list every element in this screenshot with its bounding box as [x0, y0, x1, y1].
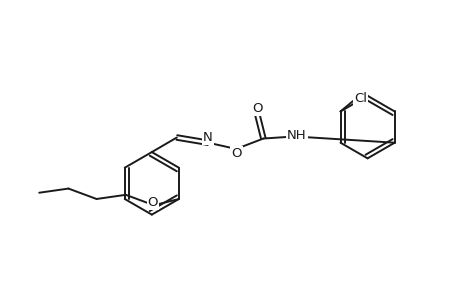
Text: Cl: Cl [353, 92, 366, 105]
Text: N: N [203, 131, 213, 144]
Text: O: O [147, 196, 158, 208]
Text: O: O [230, 147, 241, 160]
Text: O: O [251, 102, 262, 115]
Text: NH: NH [286, 129, 306, 142]
